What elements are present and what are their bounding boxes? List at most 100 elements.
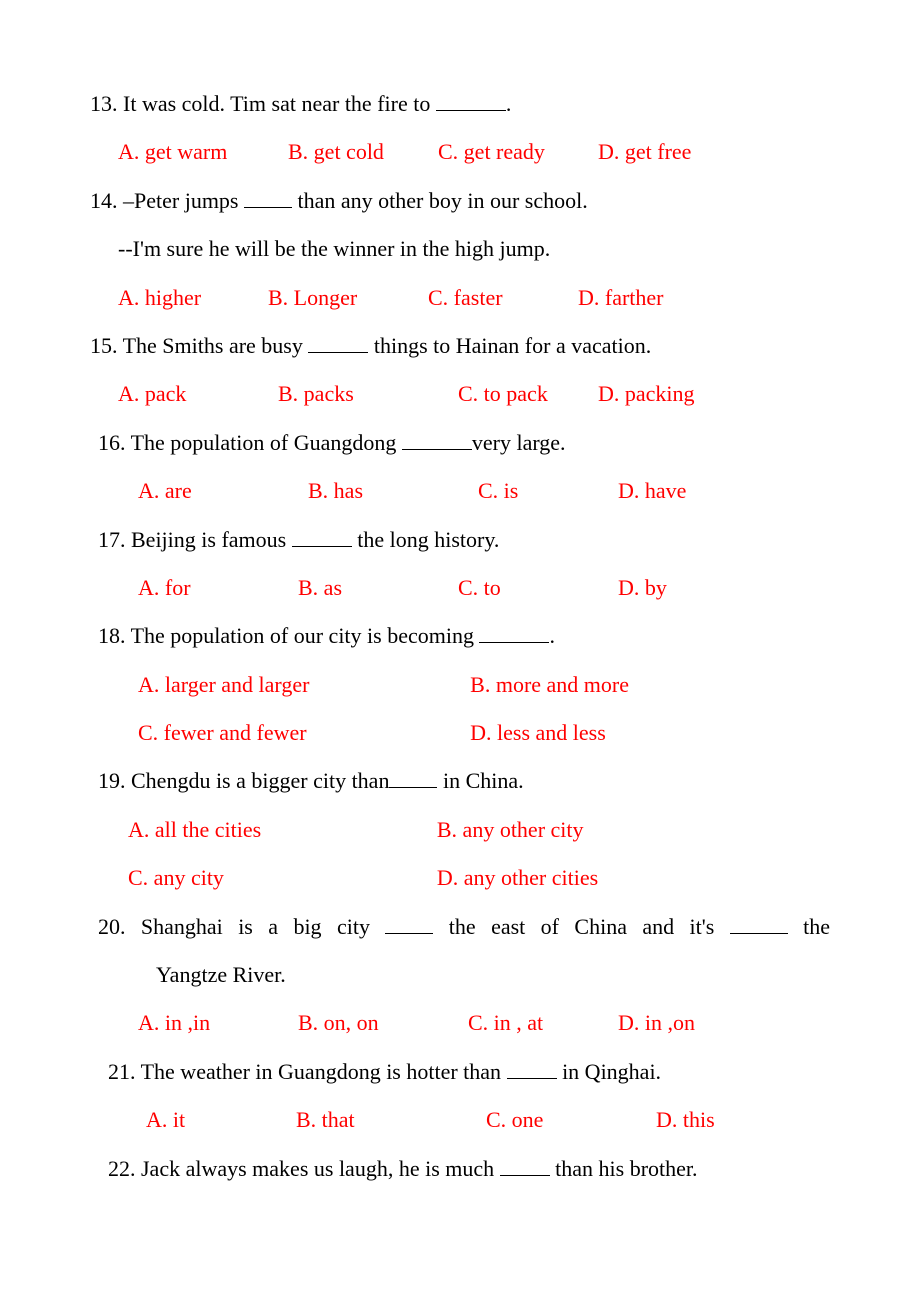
q14-followup: --I'm sure he will be the winner in the … <box>90 225 830 273</box>
q16-opt-c: C. is <box>478 467 618 515</box>
q14-opt-a: A. higher <box>118 274 268 322</box>
q15-text-after: things to Hainan for a vacation. <box>368 333 651 358</box>
q22-text-after: than his brother. <box>550 1156 698 1181</box>
q17-opt-a: A. for <box>138 564 298 612</box>
q15-opt-d: D. packing <box>598 370 728 418</box>
q19-text-after: in China. <box>437 768 523 793</box>
q13-blank <box>436 90 506 111</box>
q17-opt-b: B. as <box>298 564 458 612</box>
q14-num: 14. <box>90 188 118 213</box>
q19-text-before: Chengdu is a bigger city than <box>126 768 390 793</box>
q17-opt-d: D. by <box>618 564 718 612</box>
q20-opt-b: B. on, on <box>298 999 468 1047</box>
q18-options-row1: A. larger and larger B. more and more <box>90 661 830 709</box>
q13-opt-d: D. get free <box>598 128 728 176</box>
q19-opt-b: B. any other city <box>437 806 774 854</box>
q18-opt-c: C. fewer and fewer <box>138 709 470 757</box>
q15-options: A. pack B. packs C. to pack D. packing <box>90 370 830 418</box>
q22-text-before: Jack always makes us laugh, he is much <box>136 1156 500 1181</box>
q20-options: A. in ,in B. on, on C. in , at D. in ,on <box>90 999 830 1047</box>
q18-num: 18. <box>98 623 126 648</box>
q20-opt-c: C. in , at <box>468 999 618 1047</box>
q15-opt-c: C. to pack <box>458 370 598 418</box>
q20-num: 20. <box>98 914 126 939</box>
q18-options-row2: C. fewer and fewer D. less and less <box>90 709 830 757</box>
q14-opt-c: C. faster <box>428 274 578 322</box>
q18-text-before: The population of our city is becoming <box>126 623 480 648</box>
q19-blank <box>389 768 437 789</box>
q20-blank2 <box>730 913 788 934</box>
q16-num: 16. <box>98 430 126 455</box>
q13-opt-a: A. get warm <box>118 128 288 176</box>
q13-num: 13. <box>90 91 118 116</box>
q17-blank <box>292 526 352 547</box>
q17-num: 17. <box>98 527 126 552</box>
q21-opt-c: C. one <box>486 1096 656 1144</box>
q16-opt-d: D. have <box>618 467 738 515</box>
q16-text-before: The population of Guangdong <box>126 430 402 455</box>
q16-opt-b: B. has <box>308 467 478 515</box>
q15-num: 15. <box>90 333 118 358</box>
q14-options: A. higher B. Longer C. faster D. farther <box>90 274 830 322</box>
q18-opt-a: A. larger and larger <box>138 661 470 709</box>
q20-text-before: Shanghai is a big city <box>126 914 386 939</box>
q14-blank <box>244 187 292 208</box>
q14-text-after: than any other boy in our school. <box>292 188 588 213</box>
q13-options: A. get warm B. get cold C. get ready D. … <box>90 128 830 176</box>
q15-opt-b: B. packs <box>278 370 458 418</box>
q16-opt-a: A. are <box>138 467 308 515</box>
q17-text-after: the long history. <box>352 527 500 552</box>
question-19: 19. Chengdu is a bigger city than in Chi… <box>90 757 830 805</box>
q15-blank <box>308 332 368 353</box>
question-17: 17. Beijing is famous the long history. <box>90 516 830 564</box>
q21-num: 21. <box>108 1059 136 1084</box>
q22-num: 22. <box>108 1156 136 1181</box>
question-15: 15. The Smiths are busy things to Hainan… <box>90 322 830 370</box>
q13-opt-b: B. get cold <box>288 128 438 176</box>
q17-text-before: Beijing is famous <box>126 527 292 552</box>
q19-opt-a: A. all the cities <box>128 806 437 854</box>
q18-opt-b: B. more and more <box>470 661 802 709</box>
q21-opt-a: A. it <box>146 1096 296 1144</box>
q19-options-row2: C. any city D. any other cities <box>90 854 830 902</box>
q13-text-before: It was cold. Tim sat near the fire to <box>118 91 436 116</box>
question-21: 21. The weather in Guangdong is hotter t… <box>90 1048 830 1096</box>
q20-cont: Yangtze River. <box>90 951 830 999</box>
question-13: 13. It was cold. Tim sat near the fire t… <box>90 80 830 128</box>
question-20: 20. Shanghai is a big city the east of C… <box>90 903 830 951</box>
q19-options-row1: A. all the cities B. any other city <box>90 806 830 854</box>
q14-opt-b: B. Longer <box>268 274 428 322</box>
question-18: 18. The population of our city is becomi… <box>90 612 830 660</box>
q16-blank <box>402 429 472 450</box>
q15-opt-a: A. pack <box>118 370 278 418</box>
q14-opt-d: D. farther <box>578 274 708 322</box>
q20-blank1 <box>385 913 433 934</box>
q21-text-after: in Qinghai. <box>557 1059 662 1084</box>
q21-blank <box>507 1058 557 1079</box>
q21-opt-d: D. this <box>656 1096 766 1144</box>
q19-opt-d: D. any other cities <box>437 854 774 902</box>
q21-text-before: The weather in Guangdong is hotter than <box>136 1059 507 1084</box>
q13-opt-c: C. get ready <box>438 128 598 176</box>
q20-text-after: the <box>788 914 830 939</box>
q17-options: A. for B. as C. to D. by <box>90 564 830 612</box>
question-16: 16. The population of Guangdong very lar… <box>90 419 830 467</box>
q16-options: A. are B. has C. is D. have <box>90 467 830 515</box>
q20-opt-d: D. in ,on <box>618 999 738 1047</box>
q22-blank <box>500 1155 550 1176</box>
q16-text-after: very large. <box>472 430 566 455</box>
q20-opt-a: A. in ,in <box>138 999 298 1047</box>
q18-blank <box>479 623 549 644</box>
question-14: 14. –Peter jumps than any other boy in o… <box>90 177 830 225</box>
q17-opt-c: C. to <box>458 564 618 612</box>
q13-text-after: . <box>506 91 512 116</box>
q19-opt-c: C. any city <box>128 854 437 902</box>
q18-opt-d: D. less and less <box>470 709 802 757</box>
q18-text-after: . <box>549 623 555 648</box>
question-22: 22. Jack always makes us laugh, he is mu… <box>90 1145 830 1193</box>
q15-text-before: The Smiths are busy <box>118 333 309 358</box>
q21-opt-b: B. that <box>296 1096 486 1144</box>
q19-num: 19. <box>98 768 126 793</box>
q20-text-mid: the east of China and it's <box>433 914 729 939</box>
q14-text-before: –Peter jumps <box>118 188 245 213</box>
